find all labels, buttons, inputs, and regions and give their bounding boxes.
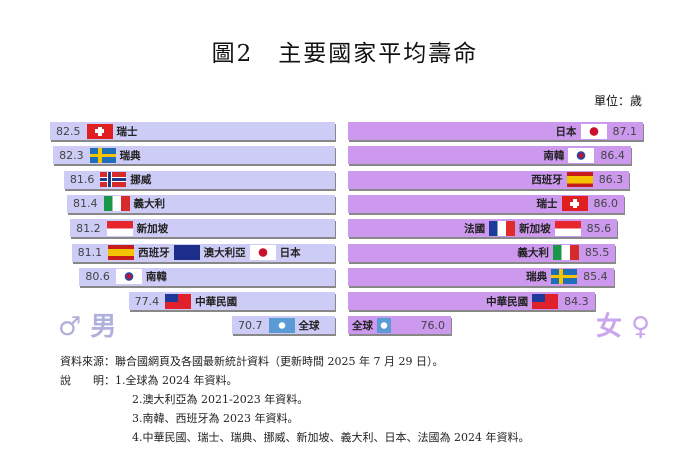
country-label: 瑞士: [116, 125, 138, 138]
country-label: 義大利: [133, 198, 166, 211]
flag-kr-icon: [568, 147, 595, 163]
unit-label: 單位：歲: [593, 94, 642, 108]
female-bar: 南韓 86.4: [348, 146, 631, 165]
data-label: 82.5: [56, 124, 81, 138]
country-label: 澳大利亞: [203, 247, 246, 259]
male-bar: 80.6 南韓: [79, 267, 335, 286]
female-bar: 瑞典 85.4: [348, 267, 614, 286]
data-label: 81.2: [76, 221, 101, 235]
country-label: 瑞典: [119, 149, 141, 162]
male-bar: 81.6 挪威: [63, 170, 335, 189]
flag-jp-icon: [580, 123, 607, 139]
country-label: 瑞典: [526, 271, 548, 284]
male-bar: 82.3 瑞典: [53, 146, 335, 165]
flag-kr-icon: [115, 269, 142, 285]
female-bar: 瑞士 86.0: [348, 194, 624, 213]
country-label: 法國: [464, 222, 486, 235]
note-4: 4.中華民國、瑞士、瑞典、挪威、新加坡、義大利、日本、法國為 2024 年資料。: [132, 431, 530, 444]
flag-un-icon: [268, 317, 295, 333]
country-label: 新加坡: [136, 222, 169, 235]
female-bar: 西班牙 86.3: [348, 170, 630, 189]
male-bar: 81.4 義大利: [67, 194, 335, 213]
country-label: 新加坡: [519, 222, 551, 235]
flag-ch-icon: [561, 196, 588, 212]
note-2: 2.澳大利亞為 2021-2023 年資料。: [132, 393, 309, 406]
country-label: 日本: [555, 125, 577, 138]
flag-au-icon: [173, 245, 200, 260]
female-bar: 中華民國 84.3: [348, 292, 595, 311]
female-label: 女 ♀: [596, 312, 651, 342]
male-bar: 81.1 西班牙 澳大利亞 日本: [71, 243, 335, 262]
male-bar: 82.5 瑞士: [50, 122, 335, 140]
flag-no-icon: [100, 172, 127, 188]
country-label: 西班牙: [531, 174, 563, 187]
flag-un-icon: [377, 317, 391, 333]
female-bar: 日本 87.1: [348, 122, 644, 140]
country-label: 中華民國: [195, 295, 238, 308]
flag-es-icon: [108, 245, 135, 260]
country-label: 挪威: [130, 174, 152, 187]
data-label: 80.6: [85, 270, 110, 284]
male-bar: 70.7 全球: [232, 316, 335, 335]
data-label: 87.1: [612, 124, 638, 138]
male-bar: 81.2 新加坡: [70, 219, 335, 238]
data-label: 81.6: [69, 173, 95, 187]
male-label: ♂ 男: [58, 312, 117, 342]
country-label: 日本: [279, 247, 301, 259]
flag-tw-icon: [165, 293, 192, 309]
data-label: 85.4: [583, 270, 608, 284]
flag-ch-icon: [86, 123, 113, 139]
data-label: 77.4: [134, 294, 160, 308]
note-1: 說 明：1.全球為 2024 年資料。: [60, 374, 238, 387]
flag-it-icon: [552, 245, 579, 260]
chart-title: 圖2 主要國家平均壽命: [211, 41, 479, 67]
data-label: 84.3: [564, 294, 589, 308]
flag-sg-icon: [554, 220, 581, 236]
note-3: 3.南韓、西班牙為 2023 年資料。: [132, 412, 299, 425]
country-label: 瑞士: [536, 198, 558, 211]
data-label: 76.0: [420, 318, 446, 332]
country-label: 全球: [298, 319, 320, 332]
country-label: 西班牙: [138, 247, 170, 259]
data-label: 70.7: [238, 318, 263, 332]
female-bar: 義大利 85.5: [348, 243, 616, 262]
country-label: 南韓: [145, 271, 167, 284]
data-label: 81.1: [77, 246, 103, 259]
data-label: 86.0: [593, 197, 619, 211]
data-label: 86.4: [600, 148, 625, 162]
notes: 資料來源：聯合國網頁及各國最新統計資料（更新時間 2025 年 7 月 29 日…: [60, 352, 529, 447]
source-note: 資料來源：聯合國網頁及各國最新統計資料（更新時間 2025 年 7 月 29 日…: [60, 355, 444, 368]
country-label: 南韓: [543, 149, 565, 162]
data-label: 81.4: [73, 197, 98, 211]
data-label: 85.6: [586, 221, 612, 235]
female-bar: 法國 新加坡 85.6: [348, 219, 618, 238]
flag-se-icon: [89, 147, 116, 163]
country-label: 中華民國: [486, 295, 529, 308]
flag-fr-icon: [489, 220, 516, 236]
female-bar: 全球 76.0: [348, 316, 451, 335]
flag-jp-icon: [249, 245, 276, 260]
flag-es-icon: [566, 172, 593, 188]
flag-it-icon: [103, 196, 130, 212]
data-label: 85.5: [584, 246, 610, 259]
country-label: 義大利: [517, 247, 549, 259]
flag-sg-icon: [106, 220, 133, 236]
flag-tw-icon: [532, 293, 559, 309]
data-label: 86.3: [598, 173, 624, 187]
data-label: 82.3: [59, 148, 84, 162]
flag-se-icon: [551, 269, 578, 285]
male-bar: 77.4 中華民國: [128, 292, 335, 311]
country-label: 全球: [352, 319, 373, 332]
